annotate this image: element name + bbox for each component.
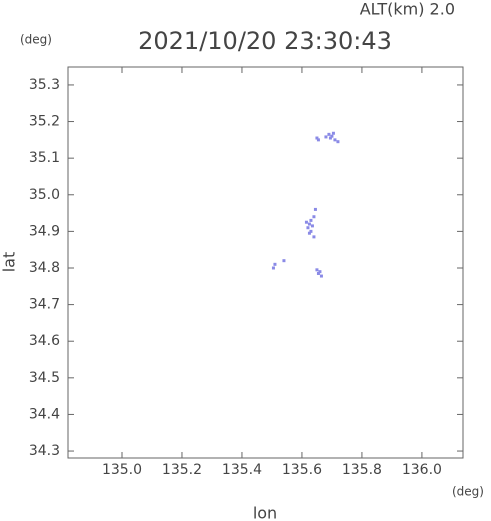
x-tick-label: 136.0 — [402, 462, 442, 478]
scatter-point — [316, 271, 320, 275]
scatter-point — [333, 138, 337, 142]
x-tick-label: 135.8 — [342, 462, 382, 478]
y-tick-label: 34.3 — [29, 443, 60, 459]
y-tick-label: 34.7 — [29, 297, 60, 313]
scatter-point — [310, 224, 314, 228]
scatter-point — [336, 140, 340, 144]
scatter-point — [304, 220, 308, 224]
x-tick-label: 135.6 — [282, 462, 322, 478]
y-tick-label: 35.3 — [29, 77, 60, 93]
scatter-point — [307, 222, 311, 226]
x-tick-label: 135.2 — [162, 462, 202, 478]
scatter-point — [328, 136, 332, 140]
y-tick-label: 35.0 — [29, 187, 60, 203]
scatter-point — [312, 235, 316, 239]
scatter-point — [316, 138, 320, 142]
scatter-point — [307, 231, 311, 235]
y-unit: (deg) — [20, 33, 52, 47]
y-tick-label: 34.4 — [29, 406, 60, 422]
scatter-point — [315, 268, 319, 272]
y-tick-label: 35.2 — [29, 114, 60, 130]
scatter-point — [319, 274, 323, 278]
scatter-point — [309, 229, 313, 233]
scatter-point — [327, 132, 331, 136]
x-unit: (deg) — [452, 485, 484, 499]
chart-subtitle: ALT(km) 2.0 — [360, 0, 455, 19]
y-axis-label: lat — [0, 252, 19, 273]
scatter-point — [282, 259, 286, 263]
y-tick-label: 34.9 — [29, 223, 60, 239]
scatter-point — [324, 135, 328, 139]
chart-title: 2021/10/20 23:30:43 — [138, 27, 392, 55]
y-tick-label: 35.1 — [29, 150, 60, 166]
scatter-point — [315, 136, 319, 140]
plot-frame — [67, 66, 464, 459]
x-axis-label: lon — [253, 504, 277, 521]
scatter-point — [318, 270, 322, 274]
scatter-point — [271, 266, 275, 270]
scatter-point — [331, 131, 335, 135]
x-tick-label: 135.0 — [102, 462, 142, 478]
scatter-point — [330, 134, 334, 138]
scatter-point — [312, 215, 316, 219]
scatter-point — [306, 226, 310, 230]
y-tick-label: 34.5 — [29, 370, 60, 386]
y-tick-label: 34.8 — [29, 260, 60, 276]
scatter-point — [313, 207, 317, 211]
y-tick-label: 34.6 — [29, 333, 60, 349]
scatter-point — [273, 262, 277, 266]
x-tick-label: 135.4 — [222, 462, 262, 478]
scatter-point — [309, 218, 313, 222]
